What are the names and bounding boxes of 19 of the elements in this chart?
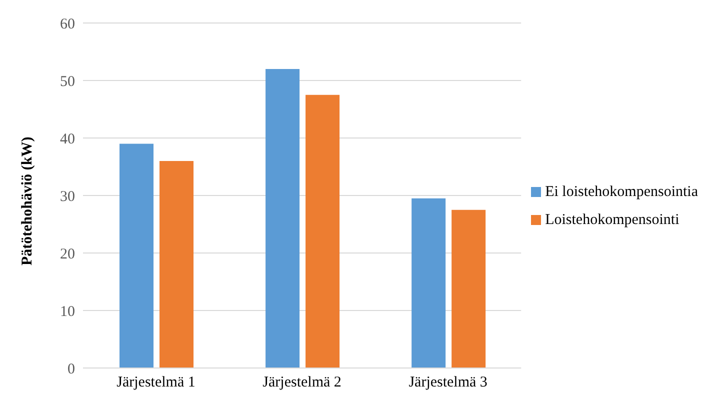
bar	[452, 210, 486, 368]
y-tick-label: 40	[60, 131, 75, 148]
bar	[306, 94, 340, 368]
legend-label: Loistehokompensointi	[545, 212, 680, 228]
bar	[266, 69, 300, 368]
bar	[120, 144, 154, 368]
x-tick-label: Järjestelmä 1	[116, 374, 196, 391]
y-axis-title: Pätötehohäviö (kW)	[19, 136, 36, 266]
y-tick-label: 0	[68, 361, 75, 378]
y-tick-label: 20	[60, 246, 75, 262]
y-tick-label: 50	[60, 74, 75, 90]
legend-label: Ei loistehokompensointia	[545, 184, 698, 200]
y-tick-label: 60	[60, 16, 75, 32]
x-tick-label: Järjestelmä 3	[408, 374, 488, 391]
bar	[160, 161, 194, 368]
y-tick-label: 30	[60, 188, 75, 205]
bar	[412, 198, 446, 368]
x-tick-label: Järjestelmä 2	[262, 374, 342, 391]
y-tick-label: 10	[60, 304, 75, 320]
